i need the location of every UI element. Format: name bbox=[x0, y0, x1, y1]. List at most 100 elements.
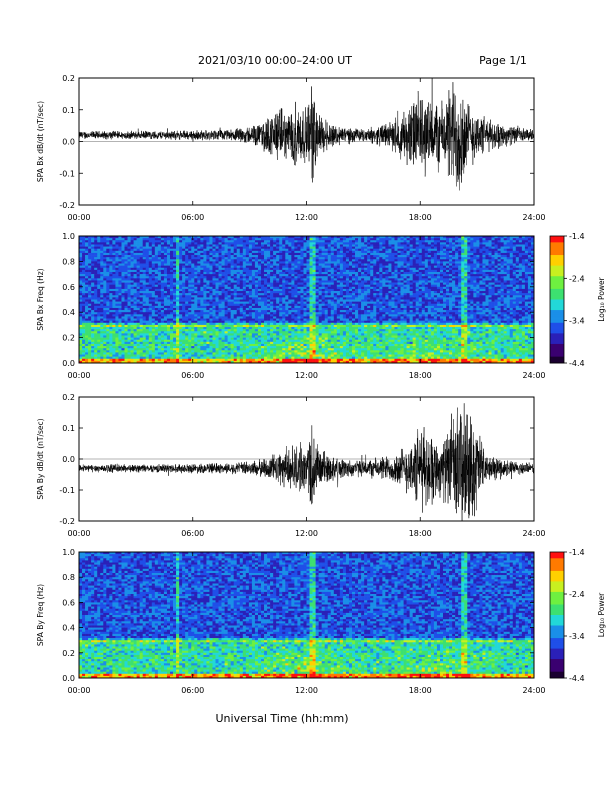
heatmap-cell bbox=[194, 295, 198, 298]
heatmap-cell bbox=[385, 248, 389, 252]
heatmap-cell bbox=[100, 242, 104, 245]
heatmap-cell bbox=[279, 240, 283, 243]
heatmap-cell bbox=[276, 276, 280, 279]
heatmap-cell bbox=[276, 291, 280, 294]
heatmap-cell bbox=[361, 295, 365, 298]
heatmap-cell bbox=[145, 248, 150, 252]
heatmap-cell bbox=[418, 263, 423, 266]
heatmap-cell bbox=[306, 267, 310, 271]
heatmap-cell bbox=[139, 269, 143, 273]
heatmap-cell bbox=[494, 293, 498, 296]
heatmap-cell bbox=[488, 271, 492, 275]
heatmap-cell bbox=[151, 303, 156, 307]
heatmap-cell bbox=[279, 288, 283, 292]
heatmap-cell bbox=[88, 303, 92, 307]
heatmap-cell bbox=[197, 288, 201, 292]
heatmap-cell bbox=[342, 244, 347, 247]
heatmap-cell bbox=[530, 299, 535, 302]
heatmap-cell bbox=[312, 244, 316, 247]
heatmap-cell bbox=[251, 257, 256, 260]
heatmap-cell bbox=[285, 242, 289, 245]
heatmap-cell bbox=[327, 299, 332, 302]
heatmap-cell bbox=[267, 255, 271, 258]
heatmap-cell bbox=[358, 295, 362, 298]
heatmap-cell bbox=[403, 244, 407, 247]
heatmap-cell bbox=[282, 278, 286, 281]
heatmap-cell bbox=[157, 278, 162, 281]
heatmap-cell bbox=[136, 246, 140, 249]
heatmap-cell bbox=[306, 263, 310, 266]
heatmap-cell bbox=[124, 295, 128, 298]
heatmap-cell bbox=[309, 297, 313, 300]
heatmap-cell bbox=[273, 286, 277, 290]
heatmap-cell bbox=[494, 244, 498, 247]
heatmap-cell bbox=[297, 301, 301, 305]
heatmap-cell bbox=[430, 265, 435, 269]
heatmap-cell bbox=[145, 244, 150, 247]
heatmap-cell bbox=[397, 250, 401, 254]
heatmap-cell bbox=[209, 259, 213, 262]
heatmap-cell bbox=[273, 269, 277, 273]
heatmap-cell bbox=[364, 252, 368, 256]
heatmap-cell bbox=[224, 265, 228, 269]
heatmap-cell bbox=[182, 263, 186, 266]
heatmap-cell bbox=[82, 236, 86, 239]
heatmap-cell bbox=[500, 282, 504, 285]
heatmap-cell bbox=[315, 248, 319, 252]
heatmap-cell bbox=[358, 278, 362, 281]
heatmap-cell bbox=[79, 240, 83, 243]
heatmap-cell bbox=[127, 291, 131, 294]
heatmap-cell bbox=[446, 238, 450, 241]
heatmap-cell bbox=[403, 240, 407, 243]
heatmap-cell bbox=[446, 278, 450, 281]
heatmap-cell bbox=[412, 286, 416, 290]
heatmap-cell bbox=[218, 236, 222, 239]
heatmap-cell bbox=[82, 291, 86, 294]
heatmap-cell bbox=[518, 278, 523, 281]
heatmap-cell bbox=[412, 291, 416, 294]
heatmap-cell bbox=[294, 257, 298, 260]
heatmap-cell bbox=[352, 278, 356, 281]
heatmap-cell bbox=[130, 299, 134, 302]
heatmap-cell bbox=[449, 274, 453, 277]
heatmap-cell bbox=[118, 288, 122, 292]
heatmap-cell bbox=[412, 246, 416, 249]
heatmap-cell bbox=[467, 295, 471, 298]
heatmap-cell bbox=[197, 246, 201, 249]
heatmap-cell bbox=[306, 269, 310, 273]
heatmap-cell bbox=[163, 255, 168, 258]
heatmap-cell bbox=[361, 278, 365, 281]
heatmap-cell bbox=[521, 250, 526, 254]
heatmap-cell bbox=[79, 305, 83, 309]
heatmap-cell bbox=[145, 263, 150, 266]
heatmap-cell bbox=[358, 250, 362, 254]
heatmap-cell bbox=[391, 265, 395, 269]
heatmap-cell bbox=[248, 276, 253, 279]
heatmap-cell bbox=[79, 259, 83, 262]
heatmap-cell bbox=[124, 276, 128, 279]
heatmap-cell bbox=[221, 280, 225, 283]
heatmap-cell bbox=[106, 265, 110, 269]
heatmap-cell bbox=[142, 299, 147, 302]
heatmap-cell bbox=[160, 291, 165, 294]
heatmap-cell bbox=[124, 252, 128, 256]
heatmap-cell bbox=[254, 299, 259, 302]
heatmap-cell bbox=[248, 248, 253, 252]
heatmap-cell bbox=[470, 295, 474, 298]
heatmap-cell bbox=[248, 299, 253, 302]
heatmap-cell bbox=[397, 255, 401, 258]
heatmap-cell bbox=[506, 244, 511, 247]
heatmap-cell bbox=[94, 288, 98, 292]
heatmap-cell bbox=[251, 303, 256, 307]
heatmap-cell bbox=[430, 252, 435, 256]
heatmap-cell bbox=[218, 278, 222, 281]
heatmap-cell bbox=[218, 259, 222, 262]
heatmap-cell bbox=[197, 267, 201, 271]
heatmap-cell bbox=[488, 255, 492, 258]
heatmap-cell bbox=[312, 246, 316, 249]
heatmap-cell bbox=[245, 293, 250, 296]
heatmap-cell bbox=[176, 265, 180, 269]
heatmap-cell bbox=[151, 299, 156, 302]
heatmap-cell bbox=[191, 248, 195, 252]
heatmap-cell bbox=[418, 271, 423, 275]
